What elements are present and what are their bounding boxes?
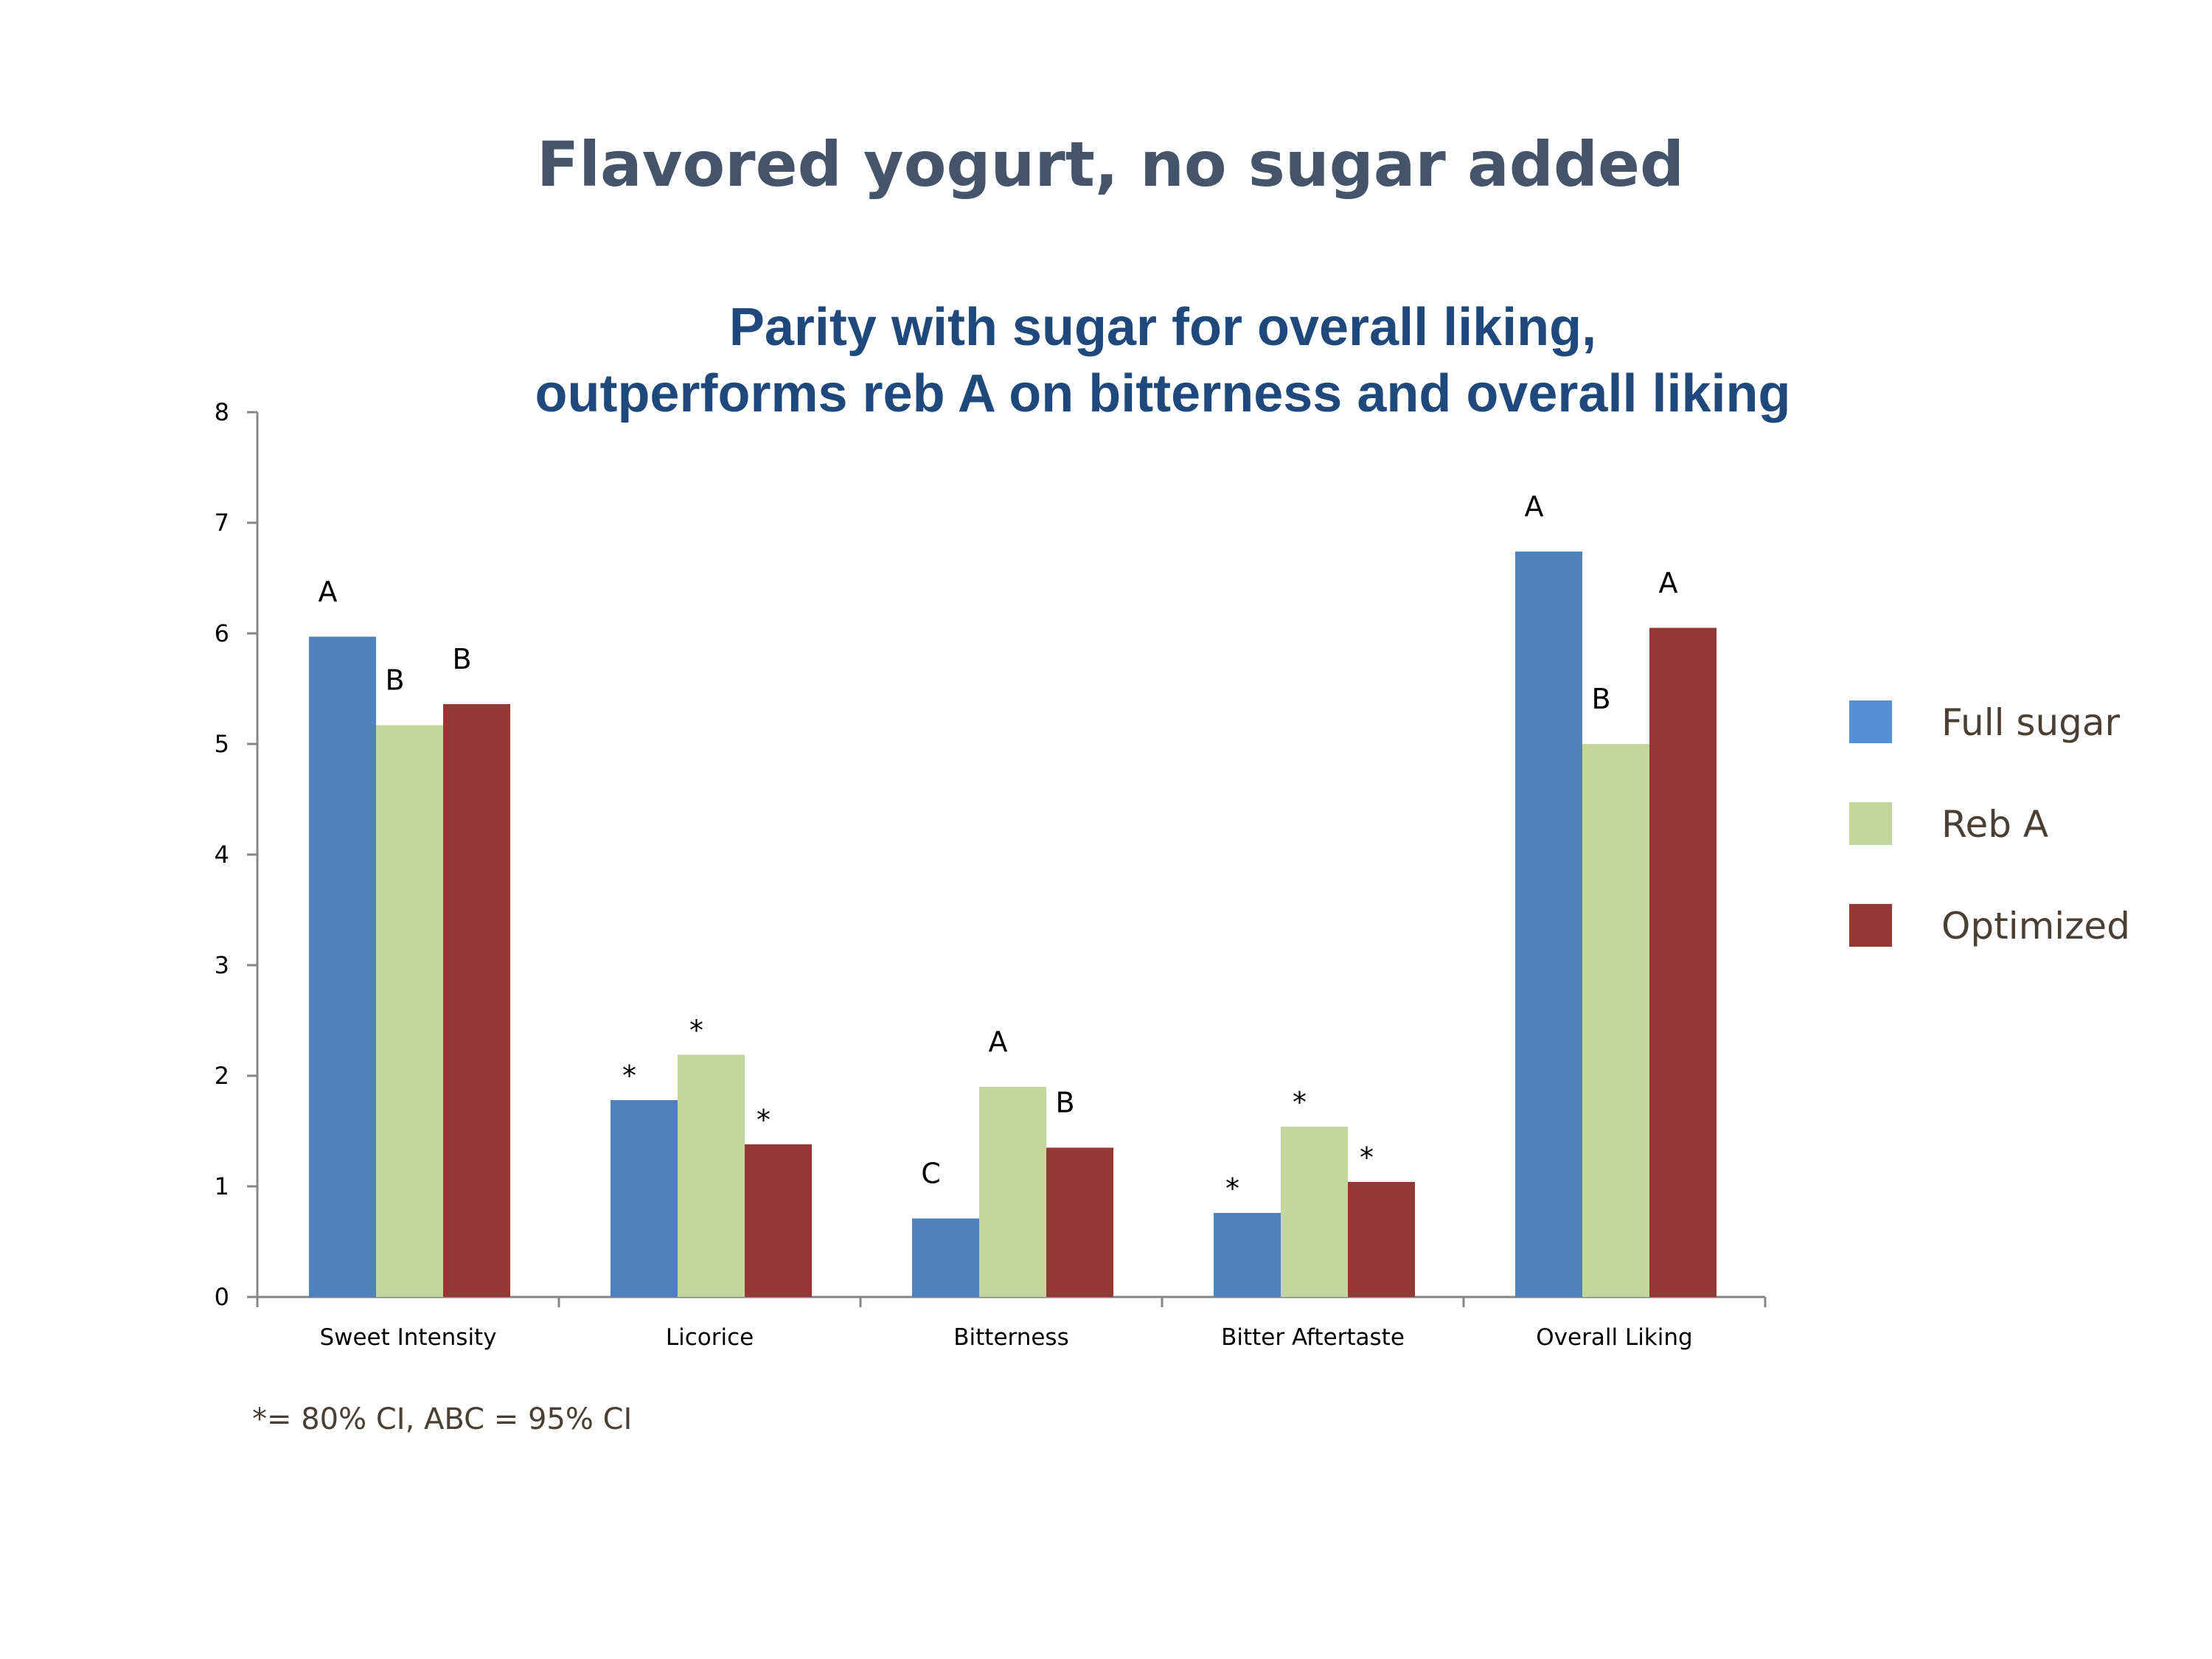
- bar-reb-a: [979, 1087, 1046, 1297]
- bar-reb-a: [678, 1054, 745, 1297]
- bar-optimized: [443, 704, 510, 1297]
- significance-label: B: [1591, 683, 1610, 715]
- legend-label: Reb A: [1941, 803, 2048, 846]
- significance-label: C: [921, 1158, 941, 1190]
- significance-label: A: [319, 576, 338, 608]
- significance-label: B: [1055, 1087, 1074, 1119]
- legend: Full sugar Reb A Optimized: [1849, 700, 2130, 947]
- y-tick-label: 1: [215, 1172, 229, 1200]
- y-tick-label: 4: [215, 841, 229, 869]
- footnote: *= 80% CI, ABC = 95% CI: [252, 1402, 632, 1436]
- y-tick-label: 6: [215, 619, 229, 647]
- legend-swatch: [1849, 904, 1892, 947]
- bar-full-sugar: [611, 1100, 678, 1297]
- x-category-label: Overall Liking: [1536, 1324, 1692, 1351]
- slide-title: Flavored yogurt, no sugar added: [537, 128, 1684, 201]
- x-category-label: Bitterness: [953, 1324, 1068, 1351]
- y-tick-label: 2: [215, 1062, 229, 1090]
- significance-label: A: [1659, 567, 1678, 599]
- bar-optimized: [1348, 1182, 1415, 1297]
- x-category-label: Licorice: [666, 1324, 754, 1351]
- significance-label: *: [622, 1060, 636, 1092]
- x-category-label: Bitter Aftertaste: [1221, 1324, 1405, 1351]
- legend-swatch: [1849, 802, 1892, 845]
- bar-reb-a: [376, 725, 443, 1297]
- bar-full-sugar: [309, 636, 376, 1297]
- bar-optimized: [745, 1144, 812, 1297]
- significance-label: *: [1360, 1141, 1374, 1174]
- bars: A * C * A B * A * B B * B * A: [309, 490, 1717, 1297]
- legend-label: Full sugar: [1941, 701, 2121, 744]
- bar-reb-a: [1582, 744, 1649, 1297]
- significance-label: A: [1525, 490, 1544, 523]
- bar-reb-a: [1281, 1127, 1348, 1297]
- y-tick-label: 0: [215, 1283, 229, 1311]
- significance-label: *: [757, 1104, 771, 1136]
- legend-label: Optimized: [1941, 905, 2130, 947]
- y-tick-label: 8: [215, 398, 229, 426]
- chart-title-line-1: Parity with sugar for overall liking,: [729, 298, 1596, 357]
- legend-swatch: [1849, 700, 1892, 743]
- y-tick-label: 3: [215, 951, 229, 979]
- bar-full-sugar: [912, 1218, 979, 1297]
- bar-full-sugar: [1214, 1213, 1281, 1297]
- bar-full-sugar: [1515, 552, 1582, 1297]
- bar-optimized: [1046, 1147, 1113, 1297]
- significance-label: B: [452, 643, 471, 675]
- significance-label: A: [989, 1026, 1008, 1058]
- y-tick-label: 7: [215, 509, 229, 537]
- significance-label: *: [1293, 1086, 1307, 1119]
- significance-label: *: [689, 1015, 703, 1047]
- significance-label: *: [1225, 1172, 1239, 1205]
- axes: 0 1 2 3 4 5 6 7 8 Sweet Intensity Licorice Bitterne…: [215, 398, 1767, 1351]
- bar-optimized: [1649, 627, 1717, 1297]
- chart-title-line-2: outperforms reb A on bitterness and over…: [535, 364, 1791, 423]
- x-category-label: Sweet Intensity: [319, 1324, 496, 1351]
- significance-label: B: [385, 664, 404, 697]
- y-tick-label: 5: [215, 730, 229, 758]
